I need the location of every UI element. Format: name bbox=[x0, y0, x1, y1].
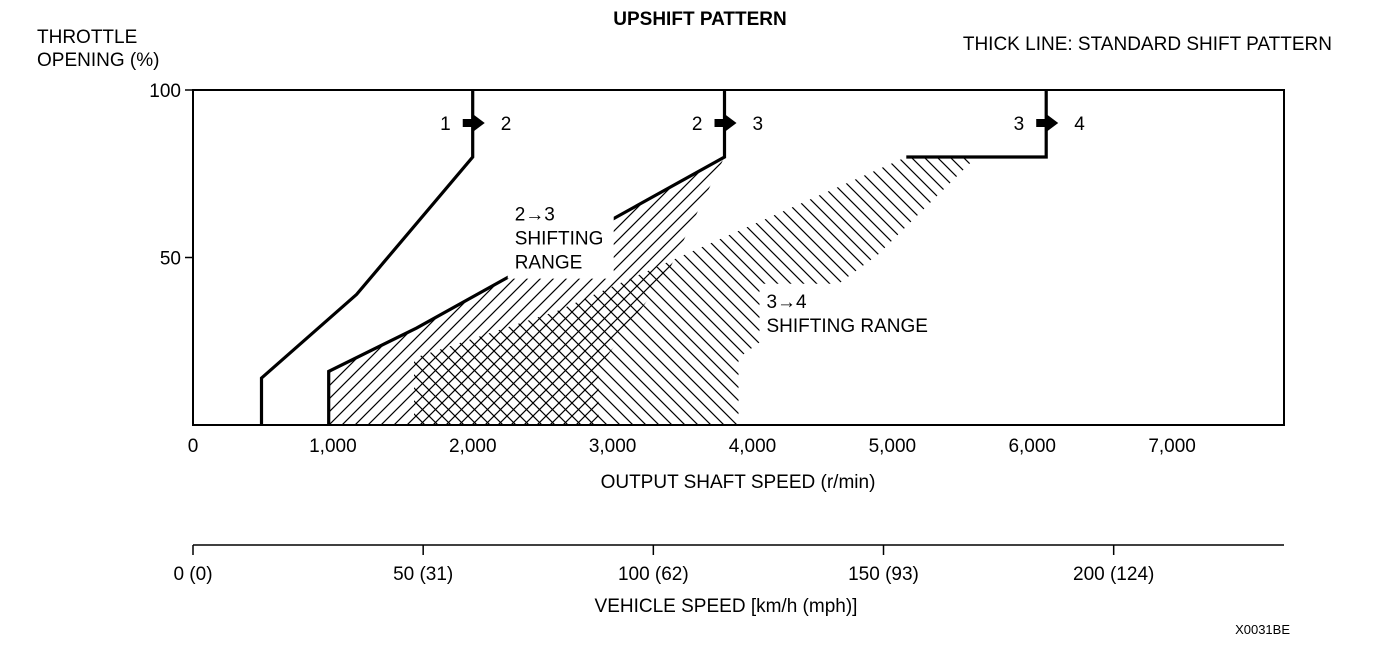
x-tick-label: 4,000 bbox=[729, 436, 777, 457]
y-axis-ticks: 50 100 bbox=[149, 81, 193, 270]
shift-range-label-1: RANGE bbox=[515, 253, 583, 274]
shift-line-1-2 bbox=[259, 90, 475, 425]
shift-range-label-1: 2→3 bbox=[515, 205, 555, 226]
x-axis-label: OUTPUT SHAFT SPEED (r/min) bbox=[601, 472, 876, 493]
shift-from-gear: 3 bbox=[1014, 114, 1025, 135]
shift-arrow-icon bbox=[714, 114, 737, 132]
x-tick-label: 0 bbox=[188, 436, 199, 457]
shift-range-label-1: SHIFTING bbox=[515, 229, 604, 250]
vehicle-speed-tick-label: 0 (0) bbox=[173, 564, 212, 585]
vehicle-speed-label: VEHICLE SPEED [km/h (mph)] bbox=[595, 596, 858, 617]
shift-from-gear: 1 bbox=[440, 114, 451, 135]
vehicle-speed-tick-label: 50 (31) bbox=[393, 564, 453, 585]
vehicle-speed-ticks: 0 (0) 50 (31) 100 (62) 150 (93) 200 (124) bbox=[173, 545, 1154, 585]
y-axis-label-line1: THROTTLE bbox=[37, 27, 137, 48]
x-tick-label: 7,000 bbox=[1148, 436, 1196, 457]
shift-to-gear: 2 bbox=[501, 114, 512, 135]
y-axis-label-line2: OPENING (%) bbox=[37, 50, 159, 71]
shift-line-3-4 bbox=[906, 90, 1048, 159]
chart-title: UPSHIFT PATTERN bbox=[613, 9, 786, 30]
x-tick-label: 5,000 bbox=[869, 436, 917, 457]
y-tick-label: 100 bbox=[149, 81, 181, 102]
vehicle-speed-tick-label: 100 (62) bbox=[618, 564, 689, 585]
shift-arrow-icon bbox=[1036, 114, 1059, 132]
shift-from-gear: 2 bbox=[692, 114, 703, 135]
figure-code: X0031BE bbox=[1235, 622, 1290, 637]
x-axis-ticks: 0 1,000 2,000 3,000 4,000 5,000 6,000 7,000 bbox=[188, 436, 1196, 457]
shift-labels: 1 2 2 3 3 4 2→3 SHIFTING RANGE 3→4 SHIFTING RANGE bbox=[440, 114, 1085, 342]
vehicle-speed-tick-label: 150 (93) bbox=[848, 564, 919, 585]
x-tick-label: 2,000 bbox=[449, 436, 497, 457]
shift-line-2-3 bbox=[327, 90, 727, 425]
shift-range-label-2: SHIFTING RANGE bbox=[766, 316, 928, 337]
y-tick-label: 50 bbox=[160, 249, 181, 270]
x-tick-label: 1,000 bbox=[309, 436, 357, 457]
x-tick-label: 6,000 bbox=[1008, 436, 1056, 457]
range-label-backing bbox=[759, 283, 935, 342]
x-tick-label: 3,000 bbox=[589, 436, 637, 457]
shift-range-2 bbox=[414, 157, 977, 425]
shift-range-label-2: 3→4 bbox=[766, 292, 807, 313]
vehicle-speed-tick-label: 200 (124) bbox=[1073, 564, 1154, 585]
range-label-backing bbox=[507, 196, 614, 279]
shift-lines bbox=[259, 90, 1048, 425]
shift-to-gear: 4 bbox=[1074, 114, 1085, 135]
legend-note: THICK LINE: STANDARD SHIFT PATTERN bbox=[963, 34, 1332, 55]
shift-ranges bbox=[328, 157, 977, 425]
shift-arrow-icon bbox=[462, 114, 485, 132]
shift-to-gear: 3 bbox=[753, 114, 764, 135]
